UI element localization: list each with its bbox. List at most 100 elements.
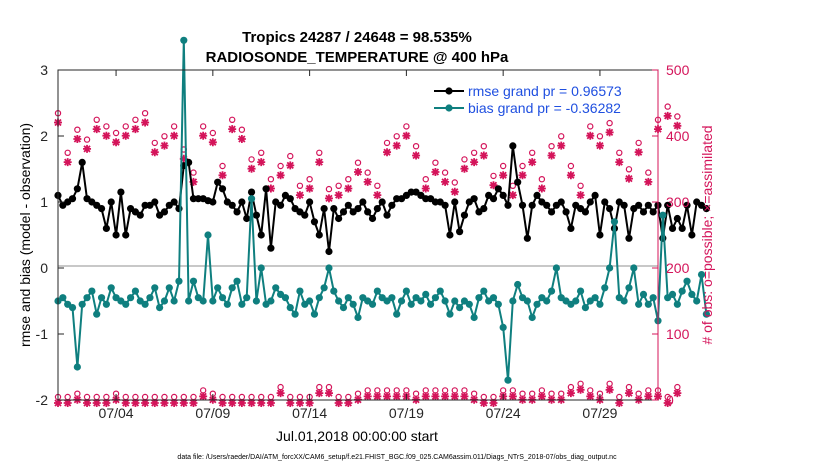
- assimilated_obs_low-marker: [421, 392, 430, 401]
- assimilated_obs_low-marker: [334, 399, 343, 407]
- x-tick-label: 07/04: [99, 405, 134, 421]
- rmse-point: [170, 198, 178, 206]
- assimilated_obs-marker: [421, 184, 430, 193]
- bias-point: [504, 376, 512, 384]
- bias-point: [388, 294, 396, 302]
- assimilated_obs_low-marker: [228, 399, 237, 407]
- bias-point: [59, 294, 67, 302]
- possible_obs-marker: [354, 159, 362, 166]
- rmse-point: [68, 195, 77, 203]
- rmse-point: [247, 188, 256, 196]
- possible_obs-marker: [170, 123, 178, 130]
- assimilated_obs_low-marker: [508, 392, 517, 401]
- assimilated_obs-marker: [131, 125, 140, 134]
- rmse-point: [528, 201, 536, 209]
- rmse-point: [151, 198, 159, 206]
- assimilated_obs-marker: [121, 131, 130, 140]
- assimilated_obs_low-marker: [170, 399, 179, 407]
- rmse-point: [373, 205, 381, 213]
- rmse-point: [388, 201, 396, 209]
- assimilated_obs_low-marker: [305, 399, 314, 407]
- legend-rmse-marker: [445, 87, 453, 95]
- possible_obs-marker: [451, 179, 458, 186]
- assimilated_obs_low-marker: [150, 399, 159, 407]
- y2-axis-label: # of obs: o=possible; ×=assimilated: [699, 125, 715, 344]
- rmse-point: [543, 201, 551, 209]
- assimilated_obs-marker: [73, 135, 82, 143]
- assimilated_obs-marker: [266, 184, 275, 193]
- assimilated_obs-marker: [344, 184, 353, 193]
- assimilated_obs-marker: [557, 141, 566, 150]
- y-axis-label: rmse and bias (model - observation): [17, 123, 33, 347]
- rmse-point: [586, 198, 594, 206]
- assimilated_obs_low-marker: [663, 399, 672, 407]
- bias-point: [417, 297, 425, 305]
- possible_obs-marker: [267, 175, 275, 183]
- possible_obs_low-marker: [674, 383, 681, 391]
- possible_obs-marker: [548, 142, 555, 150]
- rmse-point: [107, 198, 115, 206]
- rmse-point: [102, 224, 110, 232]
- rmse-point: [514, 178, 522, 186]
- assimilated_obs_low-marker: [257, 399, 266, 407]
- bias-point: [243, 294, 251, 302]
- bias-series: [54, 36, 710, 384]
- rmse-point: [117, 188, 125, 196]
- assimilated_obs_low-marker: [460, 392, 469, 401]
- rmse-point: [567, 224, 575, 232]
- bias-point: [644, 300, 652, 308]
- rmse-point: [122, 231, 130, 239]
- bias-point: [296, 287, 304, 295]
- possible_obs-marker: [441, 169, 449, 176]
- bias-point: [591, 294, 599, 302]
- bias-point: [475, 294, 483, 302]
- possible_obs-marker: [296, 182, 304, 189]
- rmse-point: [523, 234, 531, 242]
- assimilated_obs_low-marker: [92, 399, 101, 407]
- assimilated_obs-marker: [441, 177, 450, 186]
- bias-point: [393, 310, 401, 318]
- assimilated_obs-marker: [586, 131, 595, 140]
- assimilated_obs-marker: [334, 191, 343, 200]
- legend: rmse grand pr = 0.96573 bias grand pr = …: [434, 83, 622, 116]
- bias-point: [659, 211, 667, 219]
- bias-point: [693, 297, 701, 305]
- bias-point: [528, 313, 536, 322]
- bias-point: [68, 304, 77, 312]
- assimilated_obs-marker: [247, 164, 256, 173]
- rmse-point: [494, 185, 502, 193]
- rmse-point: [344, 201, 352, 209]
- possible_obs-marker: [64, 149, 71, 156]
- bias-point: [281, 294, 290, 302]
- rmse-point: [262, 185, 270, 193]
- rmse-point: [635, 201, 643, 209]
- bias-point: [160, 297, 169, 305]
- possible_obs-marker: [306, 175, 313, 183]
- bias-point: [233, 277, 241, 285]
- assimilated_obs_low-marker: [373, 392, 382, 401]
- assimilated_obs_low-marker: [392, 392, 401, 401]
- rmse-point: [489, 195, 498, 203]
- possible_obs-marker: [499, 162, 507, 170]
- bias-point: [228, 284, 236, 292]
- bias-point: [315, 294, 323, 302]
- possible_obs-marker: [403, 123, 410, 130]
- rmse-point: [335, 214, 343, 223]
- rmse-point: [209, 198, 217, 206]
- rmse-point: [218, 185, 227, 193]
- possible_obs-marker: [616, 149, 623, 156]
- possible_obs-marker: [558, 133, 565, 140]
- assimilated_obs_low-marker: [295, 399, 304, 407]
- rmse-point: [378, 198, 386, 206]
- chart-subtitle: RADIOSONDE_TEMPERATURE @ 400 hPa: [206, 49, 509, 66]
- possible_obs-marker: [316, 149, 323, 156]
- bias-point: [499, 323, 507, 331]
- rmse-point: [78, 158, 86, 166]
- assimilated_obs-marker: [412, 151, 421, 160]
- bias-point: [596, 300, 604, 308]
- rmse-point: [383, 211, 391, 219]
- possible_obs-marker: [519, 162, 526, 170]
- assimilated_obs_low-marker: [324, 389, 333, 398]
- bias-point: [572, 297, 580, 305]
